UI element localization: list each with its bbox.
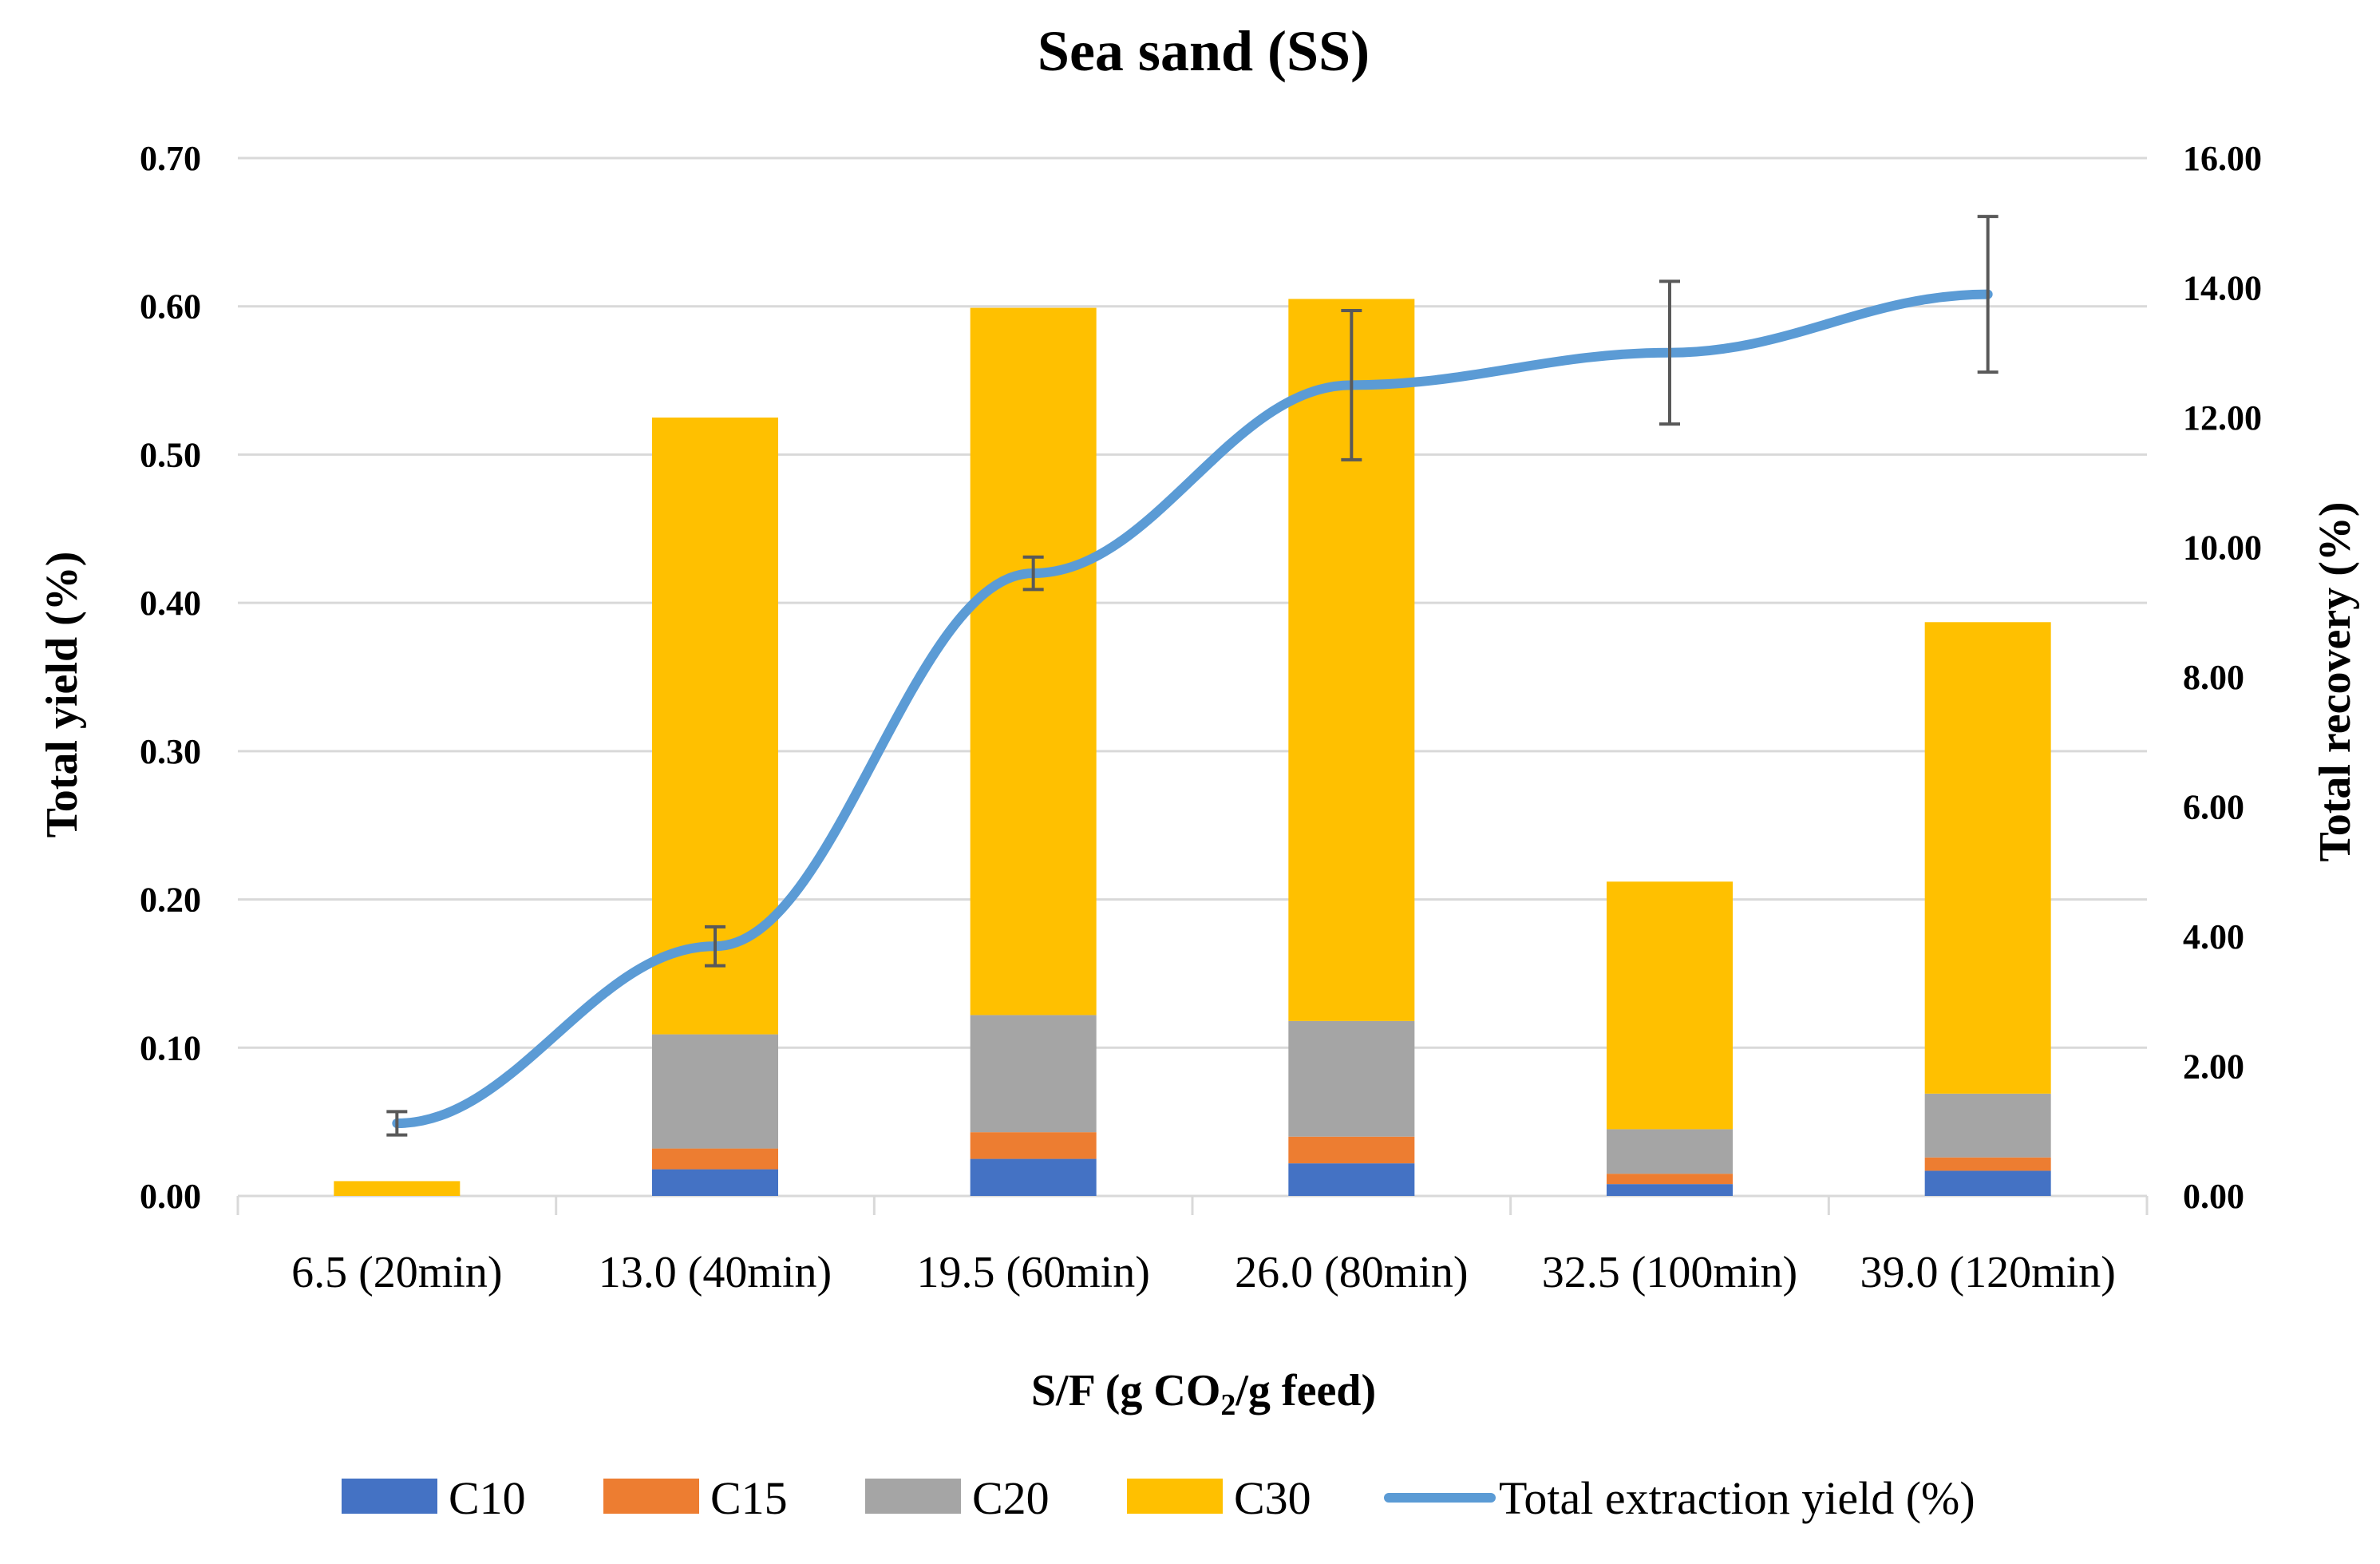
y-axis-label: Total yield (%) — [38, 552, 87, 838]
legend-swatch-c30 — [1127, 1479, 1223, 1514]
x-axis-ticks: 6.5 (20min) 13.0 (40min) 19.5 (60min) 26.0 … — [291, 1248, 2116, 1297]
legend-swatch-c20 — [865, 1479, 961, 1514]
bar-c20 — [1607, 1129, 1733, 1174]
bar-c15 — [1924, 1157, 2051, 1171]
y2-tick-label: 12.00 — [2183, 398, 2262, 438]
bar-c15 — [1607, 1174, 1733, 1185]
x-axis-label-subscript: 2 — [1220, 1388, 1235, 1422]
line-total-extraction-yield — [392, 289, 1993, 1128]
y2-tick-label: 10.00 — [2183, 529, 2262, 568]
bar-c15 — [970, 1132, 1097, 1159]
y-tick-label: 0.00 — [140, 1177, 201, 1216]
bar-c10 — [1607, 1184, 1733, 1196]
y-tick-label: 0.50 — [140, 435, 201, 474]
x-tick-label: 6.5 (20min) — [291, 1248, 502, 1297]
legend: C10 C15 C20 C30 Total extraction yield (%) — [342, 1472, 1975, 1524]
y-tick-label: 0.10 — [140, 1028, 201, 1067]
y2-tick-label: 16.00 — [2183, 139, 2262, 178]
y-tick-label: 0.40 — [140, 584, 201, 623]
gridlines — [236, 156, 2149, 1215]
legend-label-c30: C30 — [1234, 1472, 1311, 1524]
bar-c10 — [652, 1169, 778, 1196]
y-tick-label: 0.60 — [140, 287, 201, 327]
y2-tick-label: 6.00 — [2183, 788, 2244, 827]
bar-c10 — [1288, 1163, 1415, 1196]
bar-c20 — [970, 1015, 1097, 1133]
bar-c30 — [970, 307, 1097, 1016]
legend-swatch-c15 — [603, 1479, 699, 1514]
x-tick-label: 32.5 (100min) — [1542, 1248, 1797, 1297]
x-axis-label-rest: /g feed) — [1235, 1366, 1376, 1416]
y-tick-label: 0.70 — [140, 139, 201, 178]
legend-label-c20: C20 — [972, 1472, 1050, 1524]
y-tick-label: 0.20 — [140, 881, 201, 920]
x-axis-label: S/F (g CO2/g feed) — [1031, 1366, 1376, 1422]
bar-c20 — [1924, 1093, 2051, 1158]
chart-title: Sea sand (SS) — [1038, 19, 1370, 83]
y2-tick-label: 4.00 — [2183, 917, 2244, 956]
y2-tick-label: 0.00 — [2183, 1177, 2244, 1216]
y2-tick-label: 14.00 — [2183, 269, 2262, 308]
bar-c10 — [1924, 1170, 2051, 1196]
x-tick-label: 13.0 (40min) — [599, 1248, 832, 1297]
y-tick-label: 0.30 — [140, 732, 201, 771]
legend-label-line: Total extraction yield (%) — [1499, 1472, 1975, 1524]
x-tick-label: 39.0 (120min) — [1860, 1248, 2115, 1297]
y2-axis-ticks: 0.00 2.00 4.00 6.00 8.00 10.00 12.00 14.00 16.00 — [2183, 139, 2262, 1216]
bar-c20 — [652, 1034, 778, 1149]
bar-c30 — [1924, 622, 2051, 1094]
y2-axis-label: Total recovery (%) — [2311, 502, 2360, 862]
x-tick-label: 19.5 (60min) — [916, 1248, 1149, 1297]
y2-tick-label: 8.00 — [2183, 658, 2244, 697]
line-series — [386, 215, 1998, 1137]
x-tick-label: 26.0 (80min) — [1235, 1248, 1468, 1297]
y2-tick-label: 2.00 — [2183, 1047, 2244, 1087]
legend-label-c15: C15 — [710, 1472, 788, 1524]
bar-c10 — [970, 1158, 1097, 1196]
bar-c15 — [652, 1148, 778, 1170]
y-axis-ticks: 0.00 0.10 0.20 0.30 0.40 0.50 0.60 0.70 — [140, 139, 201, 1216]
legend-label-c10: C10 — [449, 1472, 526, 1524]
bar-c30 — [334, 1181, 461, 1196]
bar-c15 — [1288, 1136, 1415, 1164]
bars — [334, 299, 2051, 1196]
legend-swatch-c10 — [342, 1479, 437, 1514]
bar-c20 — [1288, 1020, 1415, 1137]
x-axis-label-main: S/F (g CO — [1031, 1366, 1220, 1416]
bar-c30 — [1607, 881, 1733, 1130]
